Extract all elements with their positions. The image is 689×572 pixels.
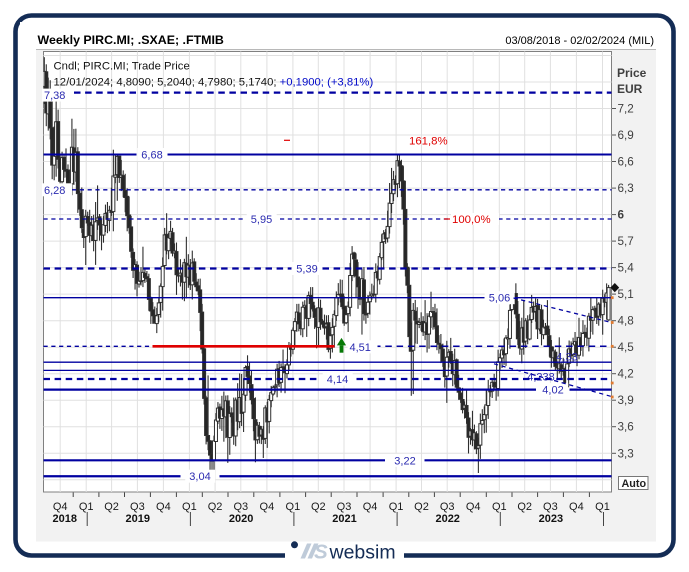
svg-text:6,68: 6,68 — [141, 150, 162, 162]
svg-text:7,38: 7,38 — [44, 90, 65, 102]
svg-text:5,95: 5,95 — [251, 214, 272, 226]
svg-text:4,02: 4,02 — [542, 385, 563, 397]
svg-text:Q3: Q3 — [543, 501, 558, 513]
svg-text:Q4: Q4 — [53, 501, 68, 513]
svg-text:Auto: Auto — [622, 478, 647, 490]
svg-text:6: 6 — [618, 209, 625, 222]
svg-text:Q4: Q4 — [363, 501, 378, 513]
svg-text:4,51: 4,51 — [350, 342, 371, 354]
svg-text:2019: 2019 — [126, 513, 150, 525]
svg-text:03/08/2018 - 02/02/2024 (MIL): 03/08/2018 - 02/02/2024 (MIL) — [505, 35, 654, 47]
svg-text:Q4: Q4 — [156, 501, 171, 513]
svg-text:4,8: 4,8 — [618, 315, 634, 328]
svg-text:3,6: 3,6 — [618, 421, 634, 434]
svg-text:3,22: 3,22 — [394, 455, 415, 467]
svg-text:100,0%: 100,0% — [452, 214, 491, 226]
svg-text:Q4: Q4 — [260, 501, 275, 513]
svg-text:6,6: 6,6 — [618, 156, 634, 169]
svg-text:Weekly PIRC.MI; .SXAE; .FTMIB: Weekly PIRC.MI; .SXAE; .FTMIB — [38, 33, 224, 47]
svg-text:4,5: 4,5 — [618, 341, 635, 354]
svg-text:5,1: 5,1 — [618, 288, 634, 301]
svg-text:2022: 2022 — [435, 513, 459, 525]
svg-text:Q3: Q3 — [337, 501, 352, 513]
svg-text:Q1: Q1 — [79, 501, 94, 513]
svg-text:Cndl; PIRC.MI; Trade Price: Cndl; PIRC.MI; Trade Price — [54, 61, 190, 73]
svg-text:12/01/2024; 4,8090; 5,2040; 4,: 12/01/2024; 4,8090; 5,2040; 4,7980; 5,17… — [54, 77, 374, 89]
svg-text:4,14: 4,14 — [327, 374, 348, 386]
svg-text:6,28: 6,28 — [44, 185, 65, 197]
svg-text:Q1: Q1 — [389, 501, 404, 513]
svg-text:Q1: Q1 — [595, 501, 610, 513]
svg-text:S: S — [314, 541, 328, 564]
svg-text:Q2: Q2 — [414, 501, 429, 513]
svg-text:Q2: Q2 — [311, 501, 326, 513]
svg-text:Q2: Q2 — [208, 501, 223, 513]
svg-text:3,9: 3,9 — [618, 394, 634, 407]
svg-text:4,2: 4,2 — [618, 368, 634, 381]
svg-text:EUR: EUR — [617, 82, 643, 96]
svg-text:websim: websim — [329, 542, 396, 564]
svg-text:Q3: Q3 — [440, 501, 455, 513]
svg-text:2018: 2018 — [53, 513, 77, 525]
svg-text:2020: 2020 — [229, 513, 253, 525]
svg-text:Q1: Q1 — [286, 501, 301, 513]
svg-text:4,33: 4,33 — [556, 352, 577, 364]
svg-text:6,9: 6,9 — [618, 129, 634, 142]
svg-text:5,4: 5,4 — [618, 262, 635, 275]
svg-text:5,06: 5,06 — [489, 293, 510, 305]
svg-text:6,3: 6,3 — [618, 182, 634, 195]
svg-text:5,7: 5,7 — [618, 235, 634, 248]
svg-text:2021: 2021 — [332, 513, 356, 525]
svg-text:3,3: 3,3 — [618, 447, 634, 460]
svg-text:3,04: 3,04 — [189, 471, 210, 483]
svg-text:Q4: Q4 — [569, 501, 584, 513]
svg-text:7,2: 7,2 — [618, 103, 634, 116]
svg-text:Price: Price — [617, 66, 647, 80]
svg-text:Q3: Q3 — [130, 501, 145, 513]
svg-text:Q1: Q1 — [182, 501, 197, 513]
svg-text:Q2: Q2 — [517, 501, 532, 513]
svg-text:Q2: Q2 — [104, 501, 119, 513]
svg-text:2023: 2023 — [539, 513, 563, 525]
svg-text:Q1: Q1 — [492, 501, 507, 513]
svg-text:161,8%: 161,8% — [409, 135, 448, 147]
svg-text:5,39: 5,39 — [296, 264, 317, 276]
svg-text:Q3: Q3 — [233, 501, 248, 513]
svg-text:Q4: Q4 — [466, 501, 481, 513]
